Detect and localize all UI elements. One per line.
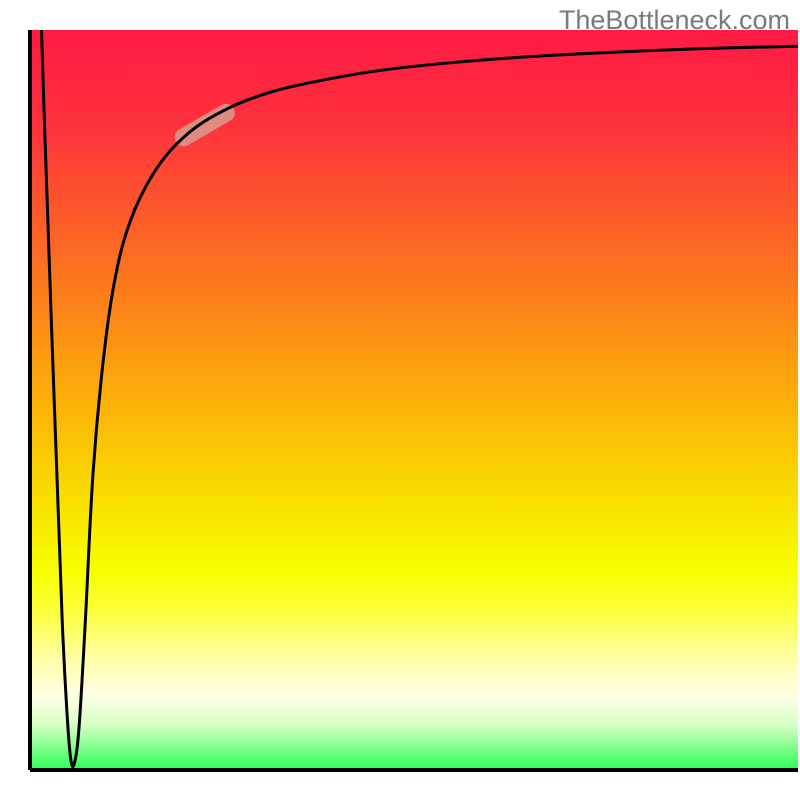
bottleneck-chart: TheBottleneck.com [0,0,800,800]
plot-background [30,30,798,770]
chart-svg [0,0,800,800]
